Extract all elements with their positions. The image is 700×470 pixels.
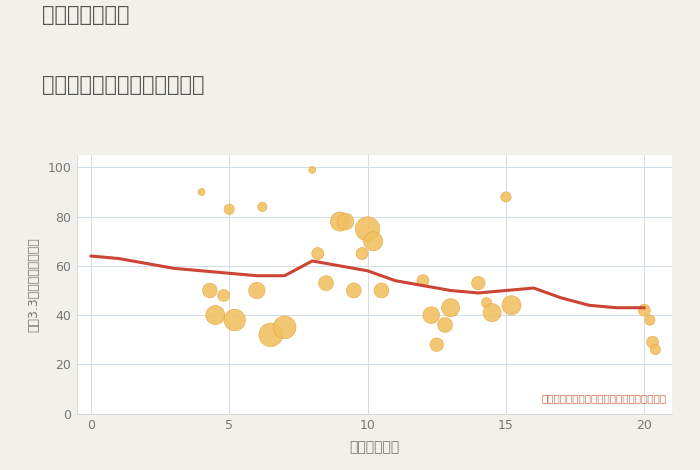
X-axis label: 駅距離（分）: 駅距離（分） [349, 440, 400, 454]
Point [445, 304, 456, 312]
Point [481, 299, 492, 306]
Point [340, 218, 351, 225]
Point [265, 331, 276, 338]
Point [257, 203, 268, 211]
Point [368, 237, 379, 245]
Point [279, 324, 290, 331]
Text: 円の大きさは、取引のあった物件面積を示す: 円の大きさは、取引のあった物件面積を示す [541, 393, 666, 403]
Point [417, 277, 428, 284]
Point [204, 287, 216, 294]
Point [638, 306, 650, 314]
Point [486, 309, 498, 316]
Point [312, 250, 323, 258]
Point [650, 346, 661, 353]
Point [251, 287, 262, 294]
Point [647, 338, 658, 346]
Point [506, 302, 517, 309]
Point [500, 193, 512, 201]
Point [473, 279, 484, 287]
Point [229, 316, 240, 324]
Point [196, 188, 207, 196]
Point [335, 218, 346, 225]
Point [644, 316, 655, 324]
Point [376, 287, 387, 294]
Point [356, 250, 368, 258]
Point [321, 279, 332, 287]
Point [218, 292, 230, 299]
Point [426, 311, 437, 319]
Point [431, 341, 442, 348]
Text: 兵庫県手柄駅の: 兵庫県手柄駅の [42, 5, 130, 25]
Point [362, 225, 373, 233]
Y-axis label: 坪（3.3㎡）単価（万円）: 坪（3.3㎡）単価（万円） [27, 237, 41, 332]
Point [307, 166, 318, 173]
Point [210, 311, 221, 319]
Text: 駅距離別中古マンション価格: 駅距離別中古マンション価格 [42, 75, 204, 95]
Point [223, 205, 235, 213]
Point [348, 287, 359, 294]
Point [440, 321, 451, 329]
